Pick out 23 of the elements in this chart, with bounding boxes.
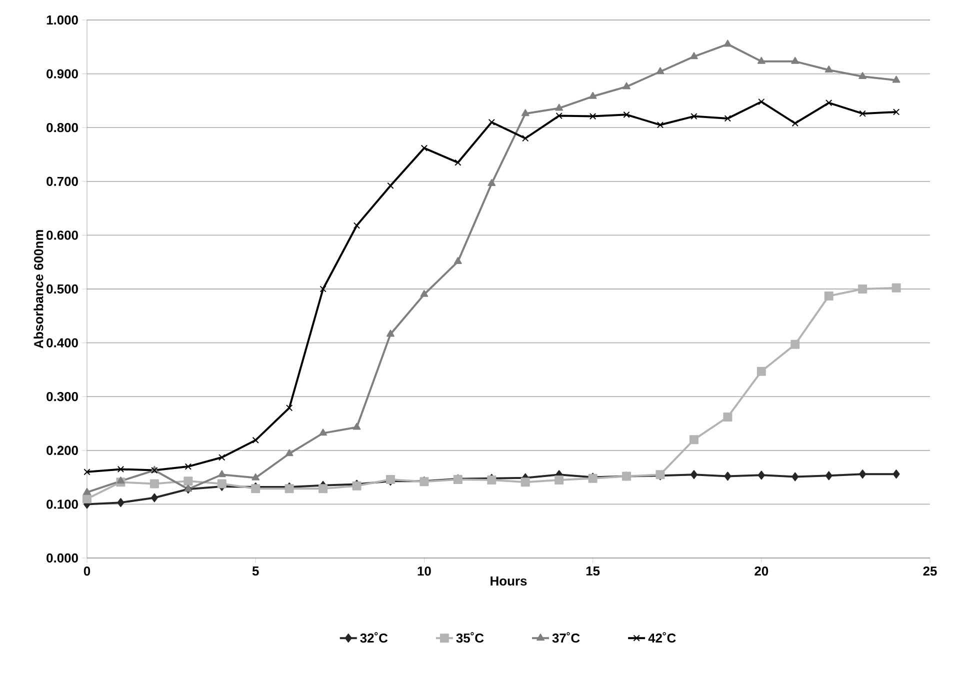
y-tick-label: 0.800 bbox=[46, 123, 78, 132]
x-tick-label: 0 bbox=[84, 566, 90, 576]
y-axis-title: Absorbance 600nm bbox=[34, 230, 44, 348]
y-tick-label: 0.100 bbox=[46, 500, 78, 509]
legend-label: 35˚C bbox=[456, 632, 484, 643]
y-tick-label: 0.700 bbox=[46, 176, 78, 186]
y-tick-label: 0.600 bbox=[46, 230, 78, 240]
y-tick-label: 0.000 bbox=[46, 553, 78, 563]
legend-label: 32˚C bbox=[360, 632, 388, 643]
x-tick-label: 15 bbox=[586, 566, 600, 576]
y-tick-label: 0.300 bbox=[46, 392, 78, 402]
legend-label: 42˚C bbox=[648, 632, 676, 643]
y-tick-label: 0.500 bbox=[46, 284, 78, 294]
x-tick-label: 25 bbox=[923, 566, 937, 576]
x-tick-label: 20 bbox=[754, 566, 768, 576]
y-tick-label: 1.000 bbox=[46, 15, 78, 25]
x-axis-title: Hours bbox=[490, 576, 527, 586]
x-tick-label: 10 bbox=[418, 566, 431, 576]
y-tick-label: 0.400 bbox=[46, 338, 78, 348]
x-tick-label: 5 bbox=[252, 566, 259, 576]
y-tick-label: 0.900 bbox=[46, 69, 78, 78]
legend-label: 37˚C bbox=[552, 632, 580, 643]
y-tick-label: 0.200 bbox=[46, 446, 78, 455]
